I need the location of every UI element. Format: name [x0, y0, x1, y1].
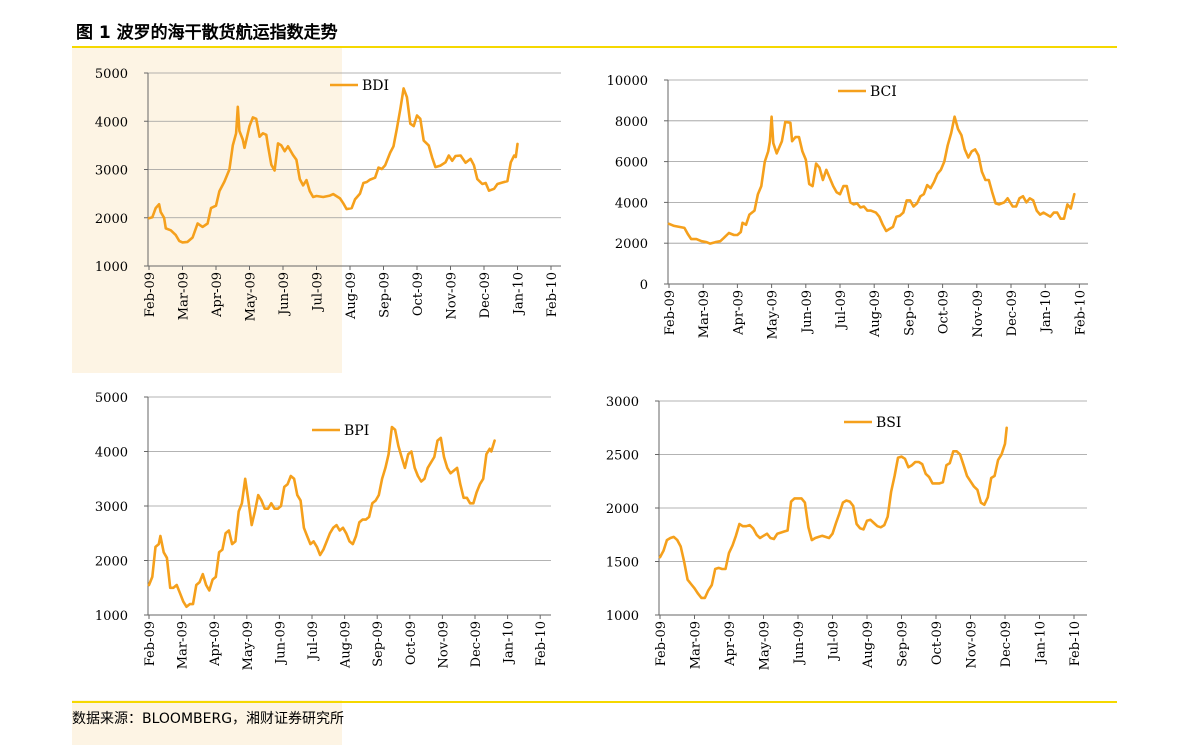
x-tick-label: Aug-09: [339, 621, 354, 669]
x-tick-label: Jun-09: [792, 621, 807, 666]
x-tick-label: Dec-09: [999, 621, 1014, 667]
y-tick-label: 1000: [95, 609, 128, 624]
background-block-bottom: [72, 700, 342, 745]
x-tick-label: Mar-09: [177, 272, 192, 320]
x-tick-label: Dec-09: [1005, 290, 1020, 336]
x-tick-label: Jan-10: [1039, 290, 1054, 334]
x-tick-label: Feb-09: [663, 290, 678, 335]
x-tick-label: Sep-09: [902, 290, 917, 336]
x-tick-label: Jun-09: [273, 621, 288, 666]
background-block-top: [72, 48, 342, 373]
x-tick-label: Sep-09: [378, 272, 393, 318]
y-tick-label: 3000: [95, 500, 128, 515]
chart-bci: 0 2000 4000 6000 8000 10000 Feb-09 Mar-09 Apr-09…: [607, 74, 1089, 339]
x-tick-label: Sep-09: [371, 621, 386, 667]
x-tick-label: Oct-09: [930, 621, 945, 665]
y-tick-label: 2000: [95, 212, 128, 227]
series-line-bsi: [658, 426, 1009, 600]
x-tick-label: Sep-09: [896, 621, 911, 667]
legend-label: BSI: [876, 415, 901, 431]
x-tick-label: Aug-09: [868, 290, 883, 338]
x-tick-label: Feb-09: [654, 621, 669, 666]
y-tick-label: 0: [640, 278, 648, 293]
chart-bdi: 1000 2000 3000 4000 5000 Feb-09 Mar-09 Apr-09 Ma…: [95, 67, 561, 321]
x-tick-label: Jan-10: [1034, 621, 1049, 665]
x-tick-label: May-09: [758, 621, 773, 670]
y-tick-label: 10000: [607, 74, 648, 89]
x-tick-label: May-09: [244, 272, 259, 321]
x-tick-label: Feb-10: [1068, 621, 1083, 666]
x-tick-label: Feb-10: [1073, 290, 1088, 335]
y-tick-label: 4000: [95, 115, 128, 130]
legend-label: BPI: [344, 423, 369, 439]
x-tick-label: Apr-09: [723, 621, 738, 667]
series-line-bci: [667, 115, 1076, 245]
x-tick-label: Oct-09: [404, 621, 419, 665]
y-tick-label: 2500: [606, 449, 639, 464]
x-tick-label: Apr-09: [208, 621, 223, 667]
y-tick-label: 1000: [95, 260, 128, 275]
y-tick-label: 3000: [606, 395, 639, 410]
y-tick-label: 3000: [95, 164, 128, 179]
x-tick-label: Nov-09: [436, 621, 451, 668]
x-tick-label: Nov-09: [965, 621, 980, 668]
title-rule: [72, 46, 1117, 48]
y-tick-label: 8000: [615, 115, 648, 130]
y-tick-label: 1500: [606, 556, 639, 571]
x-tick-label: Mar-09: [176, 621, 191, 669]
x-tick-label: Jan-10: [512, 272, 527, 316]
series-line-bdi: [147, 87, 519, 244]
x-tick-label: May-09: [766, 290, 781, 339]
y-tick-label: 5000: [95, 391, 128, 406]
chart-bsi: 1000 1500 2000 2500 3000 Feb-09 Mar-09 Apr-09 Ma…: [606, 395, 1087, 670]
series-line-bpi: [147, 425, 496, 609]
x-tick-label: May-09: [241, 621, 256, 670]
x-tick-label: Feb-10: [534, 621, 549, 666]
x-tick-label: Aug-09: [344, 272, 359, 320]
legend-label: BDI: [362, 78, 389, 94]
y-tick-label: 2000: [606, 502, 639, 517]
y-tick-label: 2000: [95, 555, 128, 570]
x-tick-label: Dec-09: [469, 621, 484, 667]
x-tick-label: Feb-09: [143, 621, 158, 666]
x-tick-label: Nov-09: [445, 272, 460, 319]
source-rule: [72, 701, 1117, 703]
chart-bpi: 1000 2000 3000 4000 5000 Feb-09 Mar-09 Apr-09 Ma…: [95, 391, 551, 670]
x-tick-label: Oct-09: [411, 272, 426, 316]
y-tick-label: 4000: [615, 196, 648, 211]
x-tick-label: Mar-09: [697, 290, 712, 338]
x-tick-label: Jun-09: [277, 272, 292, 317]
x-tick-label: Aug-09: [861, 621, 876, 669]
x-tick-label: Jul-09: [306, 621, 321, 662]
x-tick-label: Jul-09: [827, 621, 842, 662]
legend-label: BCI: [870, 84, 897, 100]
x-tick-label: Jul-09: [834, 290, 849, 331]
x-tick-label: Mar-09: [689, 621, 704, 669]
y-tick-label: 5000: [95, 67, 128, 82]
x-tick-label: Nov-09: [971, 290, 986, 337]
x-tick-label: Feb-09: [143, 272, 158, 317]
x-tick-label: Jun-09: [800, 290, 815, 335]
x-tick-label: Jan-10: [502, 621, 517, 665]
x-tick-label: Feb-10: [545, 272, 560, 317]
y-tick-label: 1000: [606, 609, 639, 624]
y-tick-label: 4000: [95, 446, 128, 461]
x-tick-label: Dec-09: [478, 272, 493, 318]
y-tick-label: 2000: [615, 237, 648, 252]
x-tick-label: Apr-09: [210, 272, 225, 318]
x-tick-label: Jul-09: [311, 272, 326, 313]
figure-title: 图 1 波罗的海干散货航运指数走势: [76, 23, 338, 43]
source-note: 数据来源：BLOOMBERG，湘财证券研究所: [72, 711, 345, 727]
x-tick-label: Oct-09: [937, 290, 952, 334]
x-tick-label: Apr-09: [731, 290, 746, 336]
y-tick-label: 6000: [615, 156, 648, 171]
